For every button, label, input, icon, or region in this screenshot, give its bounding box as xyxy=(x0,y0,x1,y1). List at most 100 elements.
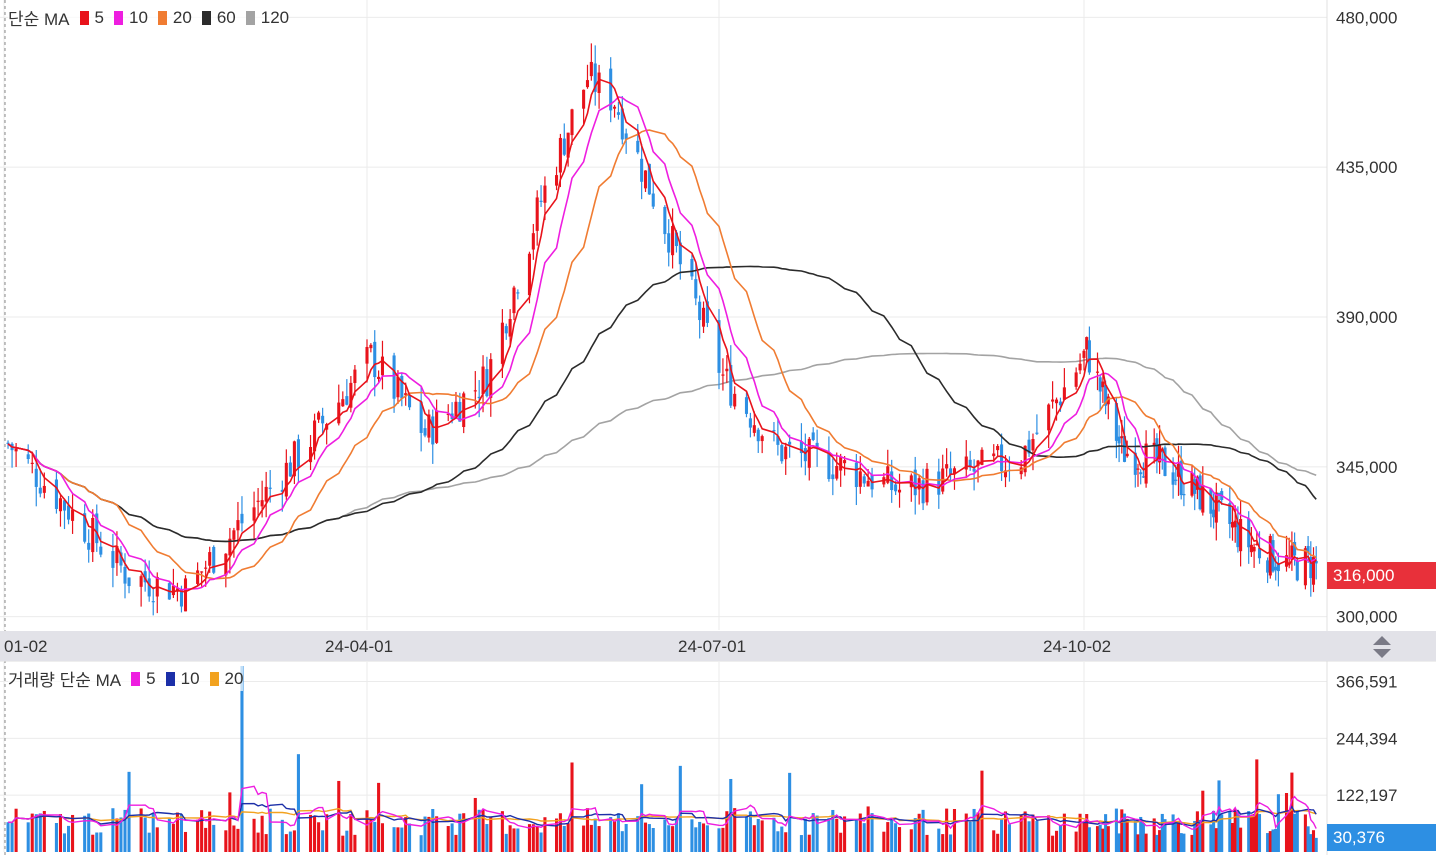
volume-bar[interactable] xyxy=(446,826,450,852)
candle[interactable] xyxy=(968,450,972,471)
candle[interactable] xyxy=(353,365,357,396)
volume-bar[interactable] xyxy=(392,827,396,852)
candle[interactable] xyxy=(489,353,493,417)
candle[interactable] xyxy=(831,458,835,496)
volume-bar[interactable] xyxy=(373,821,377,852)
volume-bar[interactable] xyxy=(1198,819,1202,852)
candle[interactable] xyxy=(1290,531,1294,571)
candle[interactable] xyxy=(317,410,321,423)
volume-bar[interactable] xyxy=(1190,834,1194,852)
volume-bar[interactable] xyxy=(585,808,590,852)
volume-bar[interactable] xyxy=(1236,811,1240,852)
candle[interactable] xyxy=(609,57,613,123)
volume-bar[interactable] xyxy=(288,831,292,852)
volume-bar[interactable] xyxy=(321,830,325,852)
volume-bar[interactable] xyxy=(1247,811,1251,852)
volume-bar[interactable] xyxy=(582,825,586,852)
volume-bar[interactable] xyxy=(870,813,874,852)
volume-bar[interactable] xyxy=(667,825,671,852)
volume-bar[interactable] xyxy=(83,815,87,852)
volume-bar[interactable] xyxy=(1195,811,1199,852)
volume-bar[interactable] xyxy=(555,818,559,852)
candle[interactable] xyxy=(964,440,968,478)
candle[interactable] xyxy=(1114,397,1118,459)
candle[interactable] xyxy=(643,170,648,193)
volume-bar[interactable] xyxy=(127,771,131,852)
candle[interactable] xyxy=(1230,506,1235,541)
volume-bar[interactable] xyxy=(1271,829,1275,852)
volume-bar[interactable] xyxy=(1193,821,1197,852)
candle[interactable] xyxy=(1133,437,1137,488)
volume-bar[interactable] xyxy=(1239,827,1243,852)
volume-bar[interactable] xyxy=(1085,814,1089,852)
volume-bar[interactable] xyxy=(477,809,481,852)
volume-bar[interactable] xyxy=(1314,837,1318,852)
volume-bar[interactable] xyxy=(894,823,898,852)
volume-bar[interactable] xyxy=(1293,813,1297,852)
candle[interactable] xyxy=(752,411,756,437)
volume-bar[interactable] xyxy=(264,834,268,852)
volume-bar[interactable] xyxy=(1141,823,1145,852)
candle[interactable] xyxy=(744,392,749,418)
volume-bar[interactable] xyxy=(268,808,272,852)
candle[interactable] xyxy=(1101,373,1105,403)
volume-bar[interactable] xyxy=(1136,834,1140,852)
volume-bar[interactable] xyxy=(1201,790,1205,852)
volume-bar[interactable] xyxy=(240,666,244,852)
candle[interactable] xyxy=(26,444,30,464)
candle[interactable] xyxy=(651,181,655,210)
volume-bar[interactable] xyxy=(1082,822,1086,852)
candle[interactable] xyxy=(827,436,831,482)
volume-bar[interactable] xyxy=(489,817,493,852)
volume-bar[interactable] xyxy=(349,813,353,852)
candle[interactable] xyxy=(139,574,143,607)
volume-bar[interactable] xyxy=(155,827,159,852)
candle[interactable] xyxy=(897,473,902,508)
volume-bar[interactable] xyxy=(678,765,682,852)
candle[interactable] xyxy=(952,466,957,490)
volume-bar[interactable] xyxy=(473,797,477,852)
volume-bar[interactable] xyxy=(897,827,902,852)
volume-bar[interactable] xyxy=(204,827,208,852)
candle[interactable] xyxy=(811,427,815,442)
volume-bar[interactable] xyxy=(1003,811,1008,852)
volume-bar[interactable] xyxy=(38,813,42,852)
candle[interactable] xyxy=(1082,349,1086,371)
volume-bar[interactable] xyxy=(171,823,175,852)
volume-bar[interactable] xyxy=(208,811,212,852)
candle[interactable] xyxy=(807,436,811,481)
candle[interactable] xyxy=(292,440,296,485)
candle[interactable] xyxy=(1027,430,1031,457)
candle[interactable] xyxy=(1252,543,1256,568)
volume-bar[interactable] xyxy=(976,812,980,852)
volume-bar[interactable] xyxy=(454,834,458,852)
candle[interactable] xyxy=(613,104,617,118)
candle[interactable] xyxy=(99,531,103,558)
volume-bar[interactable] xyxy=(539,832,543,852)
candle[interactable] xyxy=(1249,526,1253,557)
volume-bar[interactable] xyxy=(1122,813,1127,852)
volume-bar[interactable] xyxy=(636,816,640,852)
candle[interactable] xyxy=(1139,469,1143,485)
candle[interactable] xyxy=(345,379,349,406)
candle[interactable] xyxy=(232,527,236,558)
volume-bar[interactable] xyxy=(1212,810,1216,852)
volume-bar[interactable] xyxy=(831,809,835,852)
volume-bar[interactable] xyxy=(6,822,10,852)
volume-bar[interactable] xyxy=(404,817,408,852)
volume-bar[interactable] xyxy=(400,827,404,852)
candle[interactable] xyxy=(913,456,917,515)
candle[interactable] xyxy=(91,509,95,562)
candle[interactable] xyxy=(224,553,228,588)
volume-bar[interactable] xyxy=(1295,810,1299,852)
volume-bar[interactable] xyxy=(952,808,957,852)
candle[interactable] xyxy=(1117,425,1121,463)
candle[interactable] xyxy=(835,452,839,481)
volume-bar[interactable] xyxy=(1152,818,1156,852)
volume-bar[interactable] xyxy=(535,826,539,852)
volume-bar[interactable] xyxy=(1095,826,1100,852)
volume-bar[interactable] xyxy=(512,828,516,852)
volume-bar[interactable] xyxy=(1311,830,1316,852)
candle[interactable] xyxy=(663,205,667,244)
